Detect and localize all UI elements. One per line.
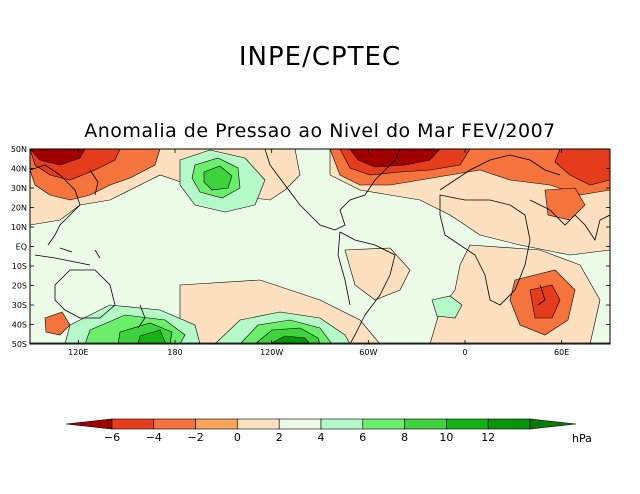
colorbar-label: −2 [187, 431, 203, 444]
colorbar-label: −6 [104, 431, 120, 444]
anomaly-field [30, 149, 610, 344]
colorbar-bin [153, 418, 196, 430]
lat-label: 40S [12, 321, 27, 330]
colorbar-bin [446, 418, 489, 430]
lon-label: 120W [260, 348, 283, 357]
coast-arabia-india [529, 199, 610, 241]
coast-north-america [264, 149, 401, 231]
colorbar-bin [362, 418, 405, 430]
lat-label: 10N [11, 223, 27, 232]
coast-new-zealand [137, 304, 146, 329]
anomaly-high-south-east-pacific-peak [269, 335, 311, 344]
colorbar-label: 8 [401, 431, 408, 444]
colorbar-bin [195, 418, 238, 430]
colorbar-right-arrow [529, 418, 577, 430]
lat-label: 40N [11, 165, 27, 174]
latitude-axis: 50N 40N 30N 20N 10N EQ 10S 20S 30S 40S 50S [11, 145, 610, 349]
lat-label: 30S [12, 301, 27, 310]
colorbar-bin [237, 418, 280, 430]
agency-title: INPE/CPTEC [238, 42, 402, 72]
colorbar-bin [487, 418, 531, 430]
coast-madagascar [537, 284, 546, 306]
colorbar: −6 −4 −2 0 2 4 6 8 10 12 hPa [65, 418, 592, 445]
colorbar-label: 0 [234, 431, 241, 444]
lat-label: 20S [12, 282, 27, 291]
colorbar-label: 12 [481, 431, 495, 444]
colorbar-label: 10 [439, 431, 453, 444]
lat-label: 10S [12, 262, 27, 271]
coast-australia [54, 269, 116, 319]
coast-africa [439, 194, 531, 306]
lat-label: 50N [11, 145, 27, 154]
lat-label: 30N [11, 184, 27, 193]
lon-label: 60W [359, 348, 377, 357]
anomaly-low-south-indian-core [529, 284, 561, 319]
lat-label: 50S [12, 340, 27, 349]
longitude-axis: 120E 180 120W 60W 0 60E [68, 149, 569, 357]
anomaly-high-south-atlantic [431, 295, 463, 319]
anomaly-high-north-central-pacific-inner [203, 165, 233, 191]
coast-south-america [337, 231, 396, 344]
coast-europe [439, 154, 561, 191]
colorbar-bin [278, 418, 322, 430]
colorbar-left-arrow [65, 418, 113, 430]
map-title: Anomalia de Pressao ao Nivel do Mar FEV/… [84, 120, 556, 142]
colorbar-bin [111, 418, 155, 430]
colorbar-label: 4 [318, 431, 325, 444]
anomaly-low-arabia [544, 187, 586, 221]
coast-indonesia [34, 247, 101, 266]
coast-japan [89, 169, 99, 196]
anomaly-high-southwest-pacific-peak [137, 329, 167, 344]
lon-label: 0 [462, 348, 467, 357]
colorbar-bin [320, 418, 364, 430]
colorbar-label: 2 [276, 431, 283, 444]
coastlines [30, 149, 610, 344]
lat-label: EQ [16, 243, 27, 252]
lon-label: 180 [167, 348, 182, 357]
lon-label: 120E [68, 348, 88, 357]
colorbar-unit: hPa [572, 432, 592, 445]
anomaly-low-north-atlantic-inner [349, 149, 441, 168]
colorbar-bin [404, 418, 447, 430]
anomaly-low-north-pacific-west-inner [30, 149, 86, 166]
colorbar-label: 6 [359, 431, 366, 444]
lon-label: 60E [554, 348, 569, 357]
colorbar-label: −4 [146, 431, 162, 444]
anomaly-low-south-pacific-small [44, 311, 71, 336]
anomaly-low-siberia [554, 149, 610, 186]
lat-label: 20N [11, 204, 27, 213]
coast-east-asia [30, 164, 81, 246]
